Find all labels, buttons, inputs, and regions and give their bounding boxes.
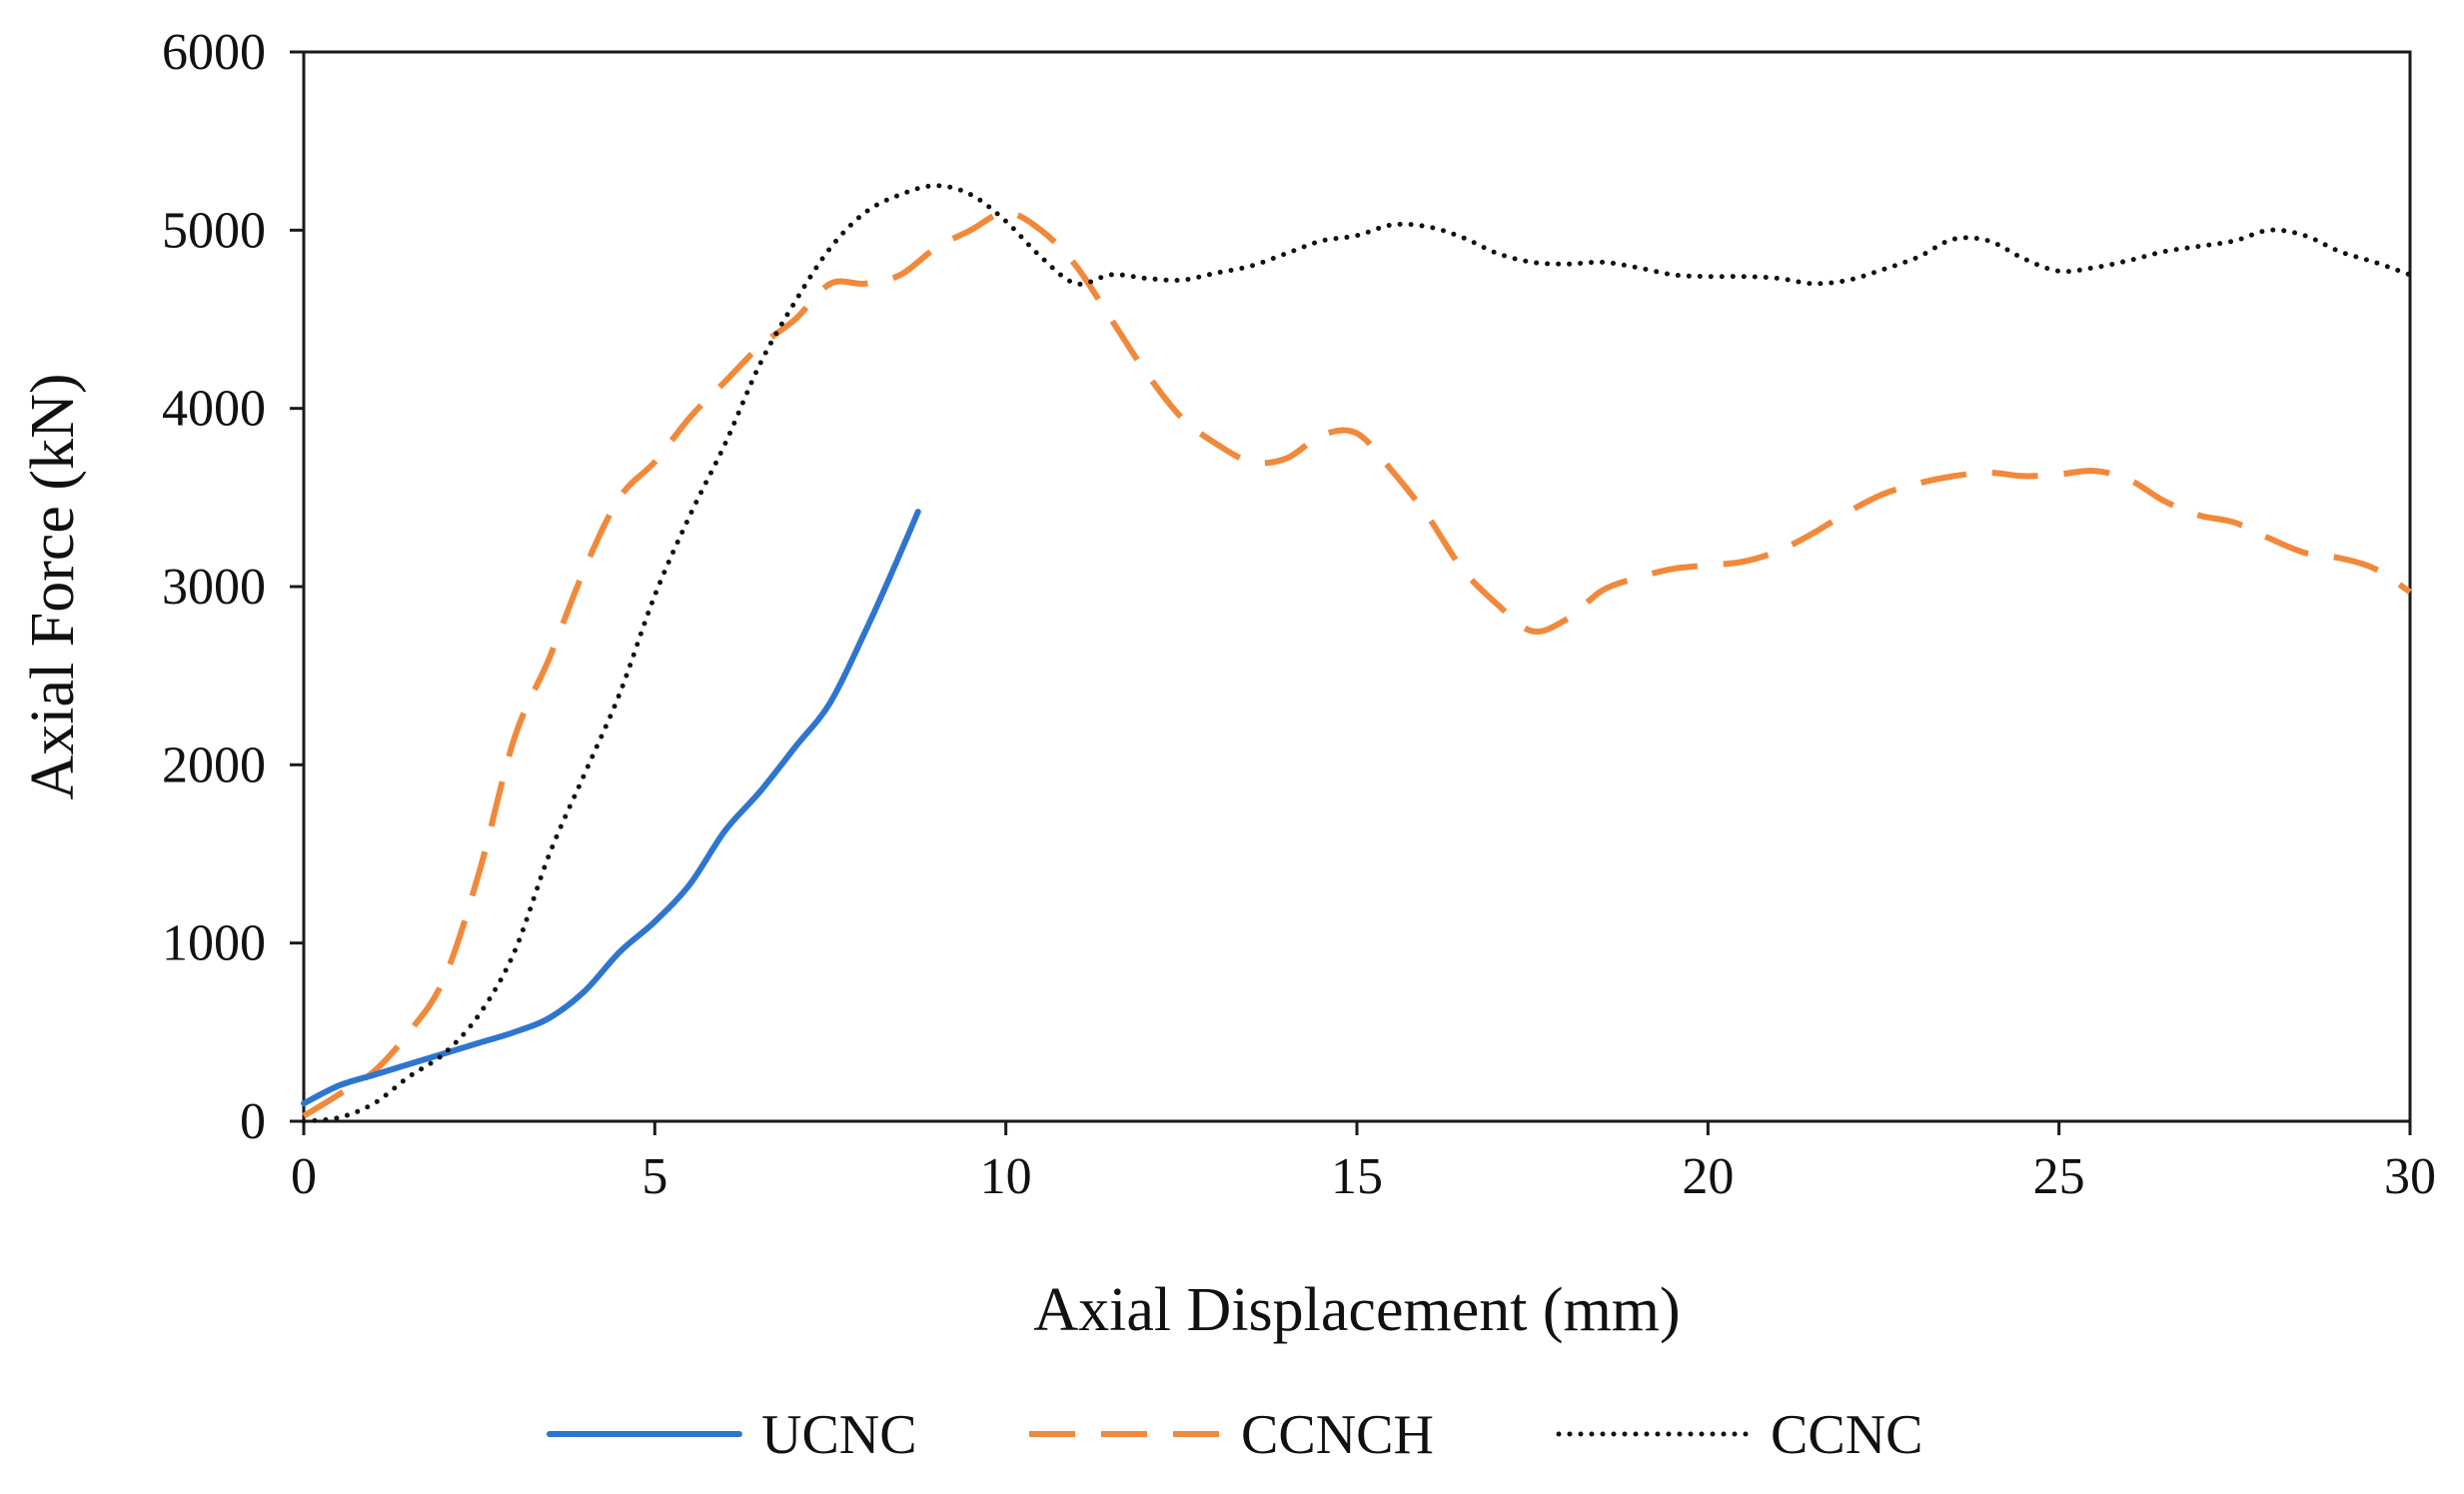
- series-line-ccnc: [301, 183, 2413, 1124]
- plot-frame: [302, 50, 2412, 1123]
- y-tick-label: 1000: [162, 915, 266, 972]
- series-line-ucnc: [301, 509, 921, 1107]
- y-axis-ticks: 0 1000 2000 3000 4000 5000 6000: [162, 24, 304, 1150]
- x-tick-label: 25: [2033, 1148, 2085, 1205]
- y-axis-title: Axial Force (kN): [19, 374, 87, 800]
- series-layer: [301, 183, 2413, 1124]
- y-tick-label: 5000: [162, 202, 266, 259]
- x-tick-label: 20: [1682, 1148, 1734, 1205]
- x-tick-label: 10: [980, 1148, 1032, 1205]
- y-tick-label: 3000: [162, 559, 266, 616]
- legend-label-ccnc: CCNC: [1771, 1404, 1923, 1466]
- legend-label-ucnc: UCNC: [761, 1404, 917, 1466]
- y-tick-label: 0: [240, 1093, 266, 1150]
- series-line-ccnch: [302, 209, 2412, 1119]
- x-axis-ticks: 0 5 10 15 20 25 30: [291, 1121, 2436, 1205]
- y-tick-label: 2000: [162, 737, 266, 793]
- x-tick-label: 30: [2384, 1148, 2436, 1205]
- x-axis-title: Axial Displacement (mm): [1033, 1276, 1680, 1344]
- x-tick-label: 15: [1331, 1148, 1383, 1205]
- y-tick-label: 4000: [162, 381, 266, 438]
- legend: UCNC CCNCH CCNC: [547, 1404, 1923, 1466]
- x-tick-label: 5: [641, 1148, 667, 1205]
- legend-label-ccnch: CCNCH: [1241, 1404, 1434, 1466]
- x-tick-label: 0: [291, 1148, 317, 1205]
- y-tick-label: 6000: [162, 24, 266, 81]
